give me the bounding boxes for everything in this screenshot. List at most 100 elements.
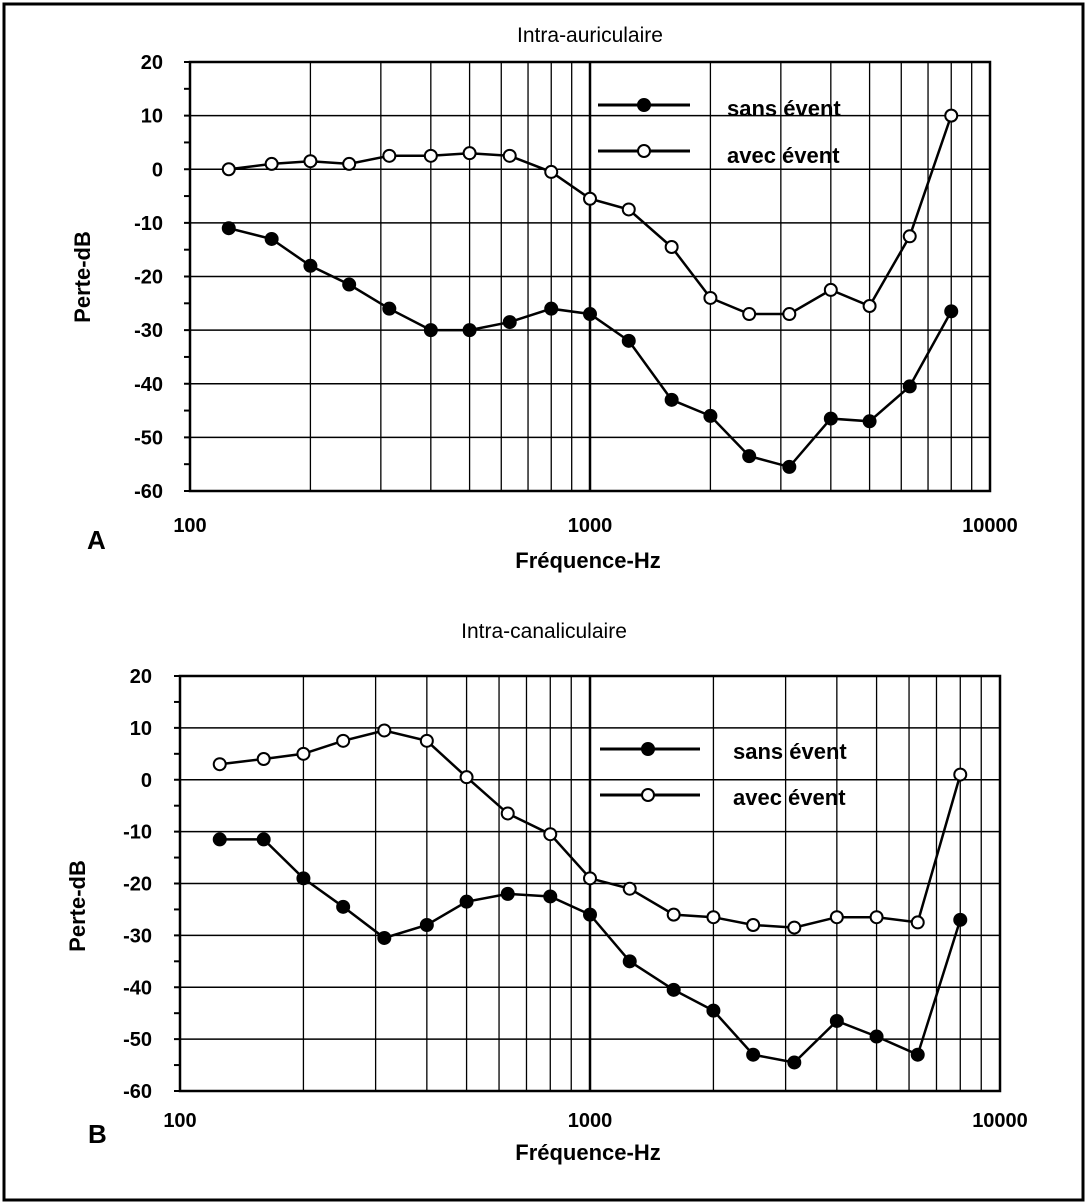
data-point-avec-event	[221, 162, 236, 177]
y-axis-title: Perte-dB	[70, 231, 95, 323]
x-tick-labels: 100 1000 10000	[163, 1110, 1028, 1132]
y-tick-label: -40	[134, 374, 163, 396]
data-point-sans-event	[342, 277, 357, 292]
data-point-sans-event	[544, 301, 559, 316]
data-point-sans-event	[459, 894, 474, 909]
data-point-sans-event	[264, 231, 279, 246]
legend: sans évent avec évent	[600, 739, 847, 810]
data-point-avec-event	[782, 307, 797, 322]
y-tick-label: 0	[141, 770, 152, 792]
data-point-avec-event	[703, 290, 718, 305]
data-point-sans-event	[583, 907, 597, 922]
x-tick-label: 10000	[972, 1110, 1028, 1132]
data-point-avec-event	[342, 156, 357, 171]
data-point-avec-event	[823, 282, 838, 297]
data-point-avec-event	[953, 767, 968, 782]
chart-title: Intra-auriculaire	[517, 24, 663, 47]
data-point-sans-event	[212, 832, 227, 847]
y-tick-label: -20	[123, 874, 152, 896]
y-tick-labels: 20 10 0 -10 -20 -30 -40 -50 -60	[134, 52, 163, 503]
data-point-avec-event	[296, 746, 311, 761]
data-point-avec-event	[664, 240, 679, 255]
y-tick-label: 0	[152, 159, 163, 181]
data-point-sans-event	[377, 930, 392, 945]
data-point-sans-event	[953, 912, 968, 927]
y-tick-label: -50	[134, 427, 163, 449]
data-point-avec-event	[621, 202, 636, 217]
y-tick-label: 20	[130, 666, 152, 688]
data-point-sans-event	[782, 459, 797, 474]
data-point-avec-event	[256, 752, 271, 766]
data-point-sans-event	[583, 307, 597, 322]
data-point-avec-event	[829, 910, 844, 925]
chart-intra-canaliculaire: Intra-canaliculaire 20100-10-20-30-40-50…	[65, 620, 1028, 1165]
data-point-sans-event	[256, 832, 271, 847]
data-point-avec-event	[336, 733, 351, 748]
y-tick-label: -60	[123, 1081, 152, 1103]
data-point-sans-event	[621, 333, 636, 348]
data-point-avec-event	[944, 108, 959, 123]
data-point-sans-event	[706, 1003, 721, 1018]
y-tick-label: -10	[134, 213, 163, 235]
y-tick-label: -10	[123, 822, 152, 844]
data-point-avec-event	[706, 910, 721, 925]
series-group	[221, 108, 959, 474]
data-point-sans-event	[664, 392, 679, 407]
x-tick-label: 100	[163, 1110, 196, 1132]
legend-label-sans-event: sans évent	[727, 96, 841, 121]
data-point-sans-event	[500, 886, 515, 901]
data-point-avec-event	[583, 871, 597, 886]
data-point-sans-event	[823, 411, 838, 426]
data-point-avec-event	[459, 770, 474, 785]
data-point-avec-event	[742, 307, 757, 322]
y-tick-label: -40	[123, 977, 152, 999]
data-point-avec-event	[502, 148, 517, 163]
plot-area-border	[188, 60, 992, 493]
panel-letter: B	[88, 1119, 107, 1149]
data-point-sans-event	[869, 1029, 884, 1044]
data-point-sans-event	[296, 871, 311, 886]
y-axis-title: Perte-dB	[65, 860, 90, 952]
legend-marker-avec-event	[637, 144, 651, 158]
x-axis-title: Fréquence-Hz	[515, 1140, 660, 1165]
data-point-sans-event	[543, 889, 558, 904]
x-tick-label: 1000	[568, 1110, 613, 1132]
legend-marker-avec-event	[641, 788, 655, 802]
grid-lines	[174, 675, 1000, 1092]
data-point-avec-event	[382, 148, 397, 163]
data-point-avec-event	[423, 148, 438, 163]
data-point-sans-event	[902, 379, 917, 394]
data-point-sans-event	[703, 408, 718, 423]
y-tick-label: 20	[141, 52, 163, 74]
data-point-sans-event	[787, 1055, 802, 1070]
data-point-avec-event	[264, 156, 279, 171]
data-point-avec-event	[377, 723, 392, 738]
y-tick-label: -30	[123, 925, 152, 947]
data-point-avec-event	[869, 910, 884, 925]
data-point-avec-event	[622, 881, 637, 896]
data-point-sans-event	[742, 449, 757, 464]
y-tick-label: -60	[134, 481, 163, 503]
data-point-avec-event	[787, 920, 802, 935]
data-point-avec-event	[212, 757, 227, 772]
data-point-avec-event	[910, 915, 925, 930]
data-point-sans-event	[829, 1013, 844, 1028]
plot-area-border	[178, 674, 1002, 1093]
data-point-sans-event	[303, 258, 318, 273]
legend-label-avec-event: avec évent	[727, 143, 840, 168]
legend-marker-sans-event	[641, 742, 655, 756]
data-point-avec-event	[666, 907, 681, 922]
legend: sans évent avec évent	[598, 96, 841, 168]
data-point-avec-event	[902, 229, 917, 244]
data-point-avec-event	[303, 154, 318, 169]
y-tick-label: -30	[134, 320, 163, 342]
data-point-sans-event	[336, 899, 351, 914]
data-point-sans-event	[462, 323, 477, 338]
y-tick-label: 10	[141, 106, 163, 128]
chart-intra-auriculaire: Intra-auriculaire 20100-10-20-30-40-50-6…	[70, 24, 1018, 573]
legend-label-sans-event: sans évent	[733, 739, 847, 764]
data-point-sans-event	[419, 918, 434, 932]
data-point-sans-event	[221, 221, 236, 236]
legend-label-avec-event: avec évent	[733, 785, 846, 810]
